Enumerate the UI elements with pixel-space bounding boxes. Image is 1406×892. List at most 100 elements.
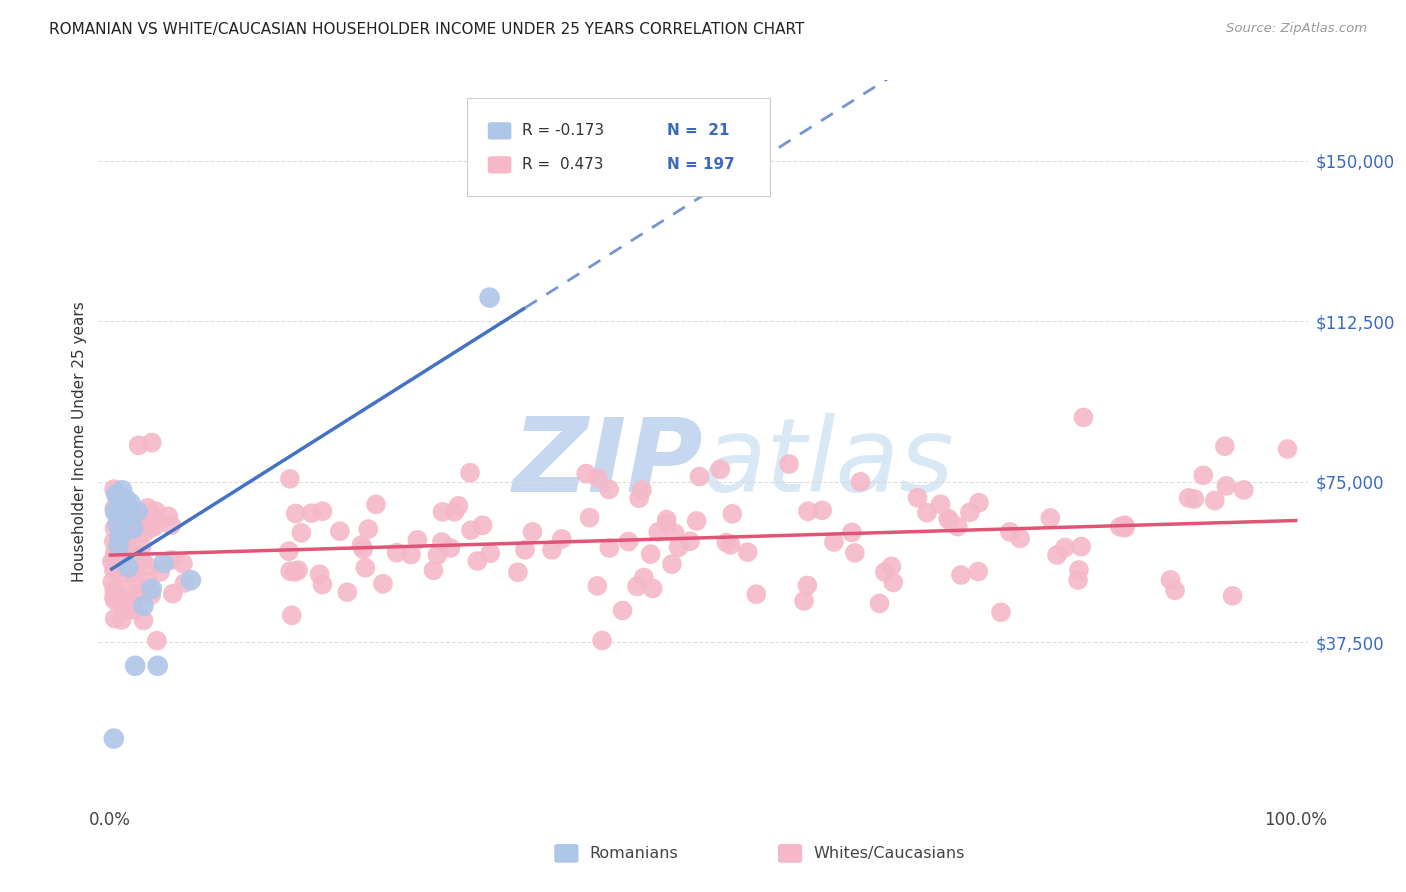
Point xyxy=(107,541,129,555)
Point xyxy=(108,591,131,605)
Point xyxy=(131,520,153,534)
Text: N =  21: N = 21 xyxy=(666,123,730,138)
Point xyxy=(578,510,600,524)
Point xyxy=(661,557,683,571)
Point xyxy=(162,587,184,601)
Point xyxy=(290,525,312,540)
Text: atlas: atlas xyxy=(703,413,955,513)
Point xyxy=(277,544,299,558)
Point xyxy=(709,462,731,476)
Point xyxy=(105,517,128,532)
Point xyxy=(103,501,125,516)
Point xyxy=(1114,521,1136,535)
Point xyxy=(124,553,146,567)
Point xyxy=(117,561,139,575)
Point xyxy=(114,516,136,530)
Point xyxy=(432,505,454,519)
Point xyxy=(103,534,125,549)
Point xyxy=(143,510,166,524)
Point xyxy=(136,500,159,515)
Point xyxy=(1222,589,1244,603)
Point xyxy=(122,562,145,576)
Point xyxy=(127,505,149,519)
Point xyxy=(506,566,529,580)
Point xyxy=(1215,479,1237,493)
Point xyxy=(301,506,323,520)
Point xyxy=(145,504,167,518)
Point xyxy=(107,494,129,508)
Point xyxy=(114,491,136,506)
Point xyxy=(522,524,544,539)
Point xyxy=(105,487,128,501)
Point xyxy=(479,546,502,560)
Point xyxy=(108,530,131,544)
Point xyxy=(108,501,131,516)
Point xyxy=(141,582,163,596)
Point xyxy=(612,603,634,617)
Point xyxy=(849,475,872,489)
Point xyxy=(120,596,142,610)
Text: R =  0.473: R = 0.473 xyxy=(522,157,603,172)
Point xyxy=(104,505,127,519)
Point xyxy=(513,542,536,557)
Point xyxy=(467,554,489,568)
Point xyxy=(430,535,453,549)
Text: Whites/Caucasians: Whites/Caucasians xyxy=(813,846,965,861)
Point xyxy=(311,504,333,518)
Point xyxy=(447,499,470,513)
Text: ZIP: ZIP xyxy=(512,413,703,514)
Point xyxy=(136,574,159,589)
Point xyxy=(103,731,125,746)
Point xyxy=(938,513,960,527)
Point xyxy=(105,552,128,566)
Point xyxy=(720,538,742,552)
Point xyxy=(108,531,131,545)
Point xyxy=(591,633,613,648)
Point xyxy=(108,557,131,571)
Point xyxy=(586,579,609,593)
Text: ROMANIAN VS WHITE/CAUCASIAN HOUSEHOLDER INCOME UNDER 25 YEARS CORRELATION CHART: ROMANIAN VS WHITE/CAUCASIAN HOUSEHOLDER … xyxy=(49,22,804,37)
Point xyxy=(108,516,131,531)
Point xyxy=(180,573,202,587)
Point xyxy=(915,506,938,520)
Point xyxy=(1046,548,1069,562)
Point xyxy=(103,564,125,578)
Point xyxy=(139,588,162,602)
Point xyxy=(111,520,134,534)
Point xyxy=(128,438,150,452)
Point xyxy=(336,585,359,599)
Point xyxy=(134,514,156,528)
Point xyxy=(1277,442,1299,456)
Point xyxy=(586,471,609,485)
Point xyxy=(655,516,678,531)
Point xyxy=(308,567,330,582)
Point xyxy=(626,579,648,593)
Point xyxy=(617,534,640,549)
Point xyxy=(114,603,136,617)
Point xyxy=(284,507,307,521)
Point xyxy=(1067,563,1090,577)
Point xyxy=(120,503,142,517)
Point xyxy=(134,524,156,539)
Point xyxy=(823,535,845,549)
Point xyxy=(716,535,738,549)
Point xyxy=(132,599,155,613)
Point xyxy=(907,491,929,505)
Point xyxy=(1109,520,1132,534)
Point xyxy=(1192,468,1215,483)
Point xyxy=(149,565,172,579)
Point xyxy=(1114,518,1136,533)
Point xyxy=(115,540,138,554)
Point xyxy=(110,529,132,543)
Point xyxy=(146,658,169,673)
Point xyxy=(172,557,194,571)
Point xyxy=(173,576,195,591)
Point xyxy=(352,542,374,557)
Point xyxy=(112,508,135,523)
Point xyxy=(120,522,142,536)
Point xyxy=(1053,541,1076,555)
Point xyxy=(371,576,394,591)
Point xyxy=(998,524,1021,539)
Point xyxy=(114,596,136,610)
Point xyxy=(737,545,759,559)
